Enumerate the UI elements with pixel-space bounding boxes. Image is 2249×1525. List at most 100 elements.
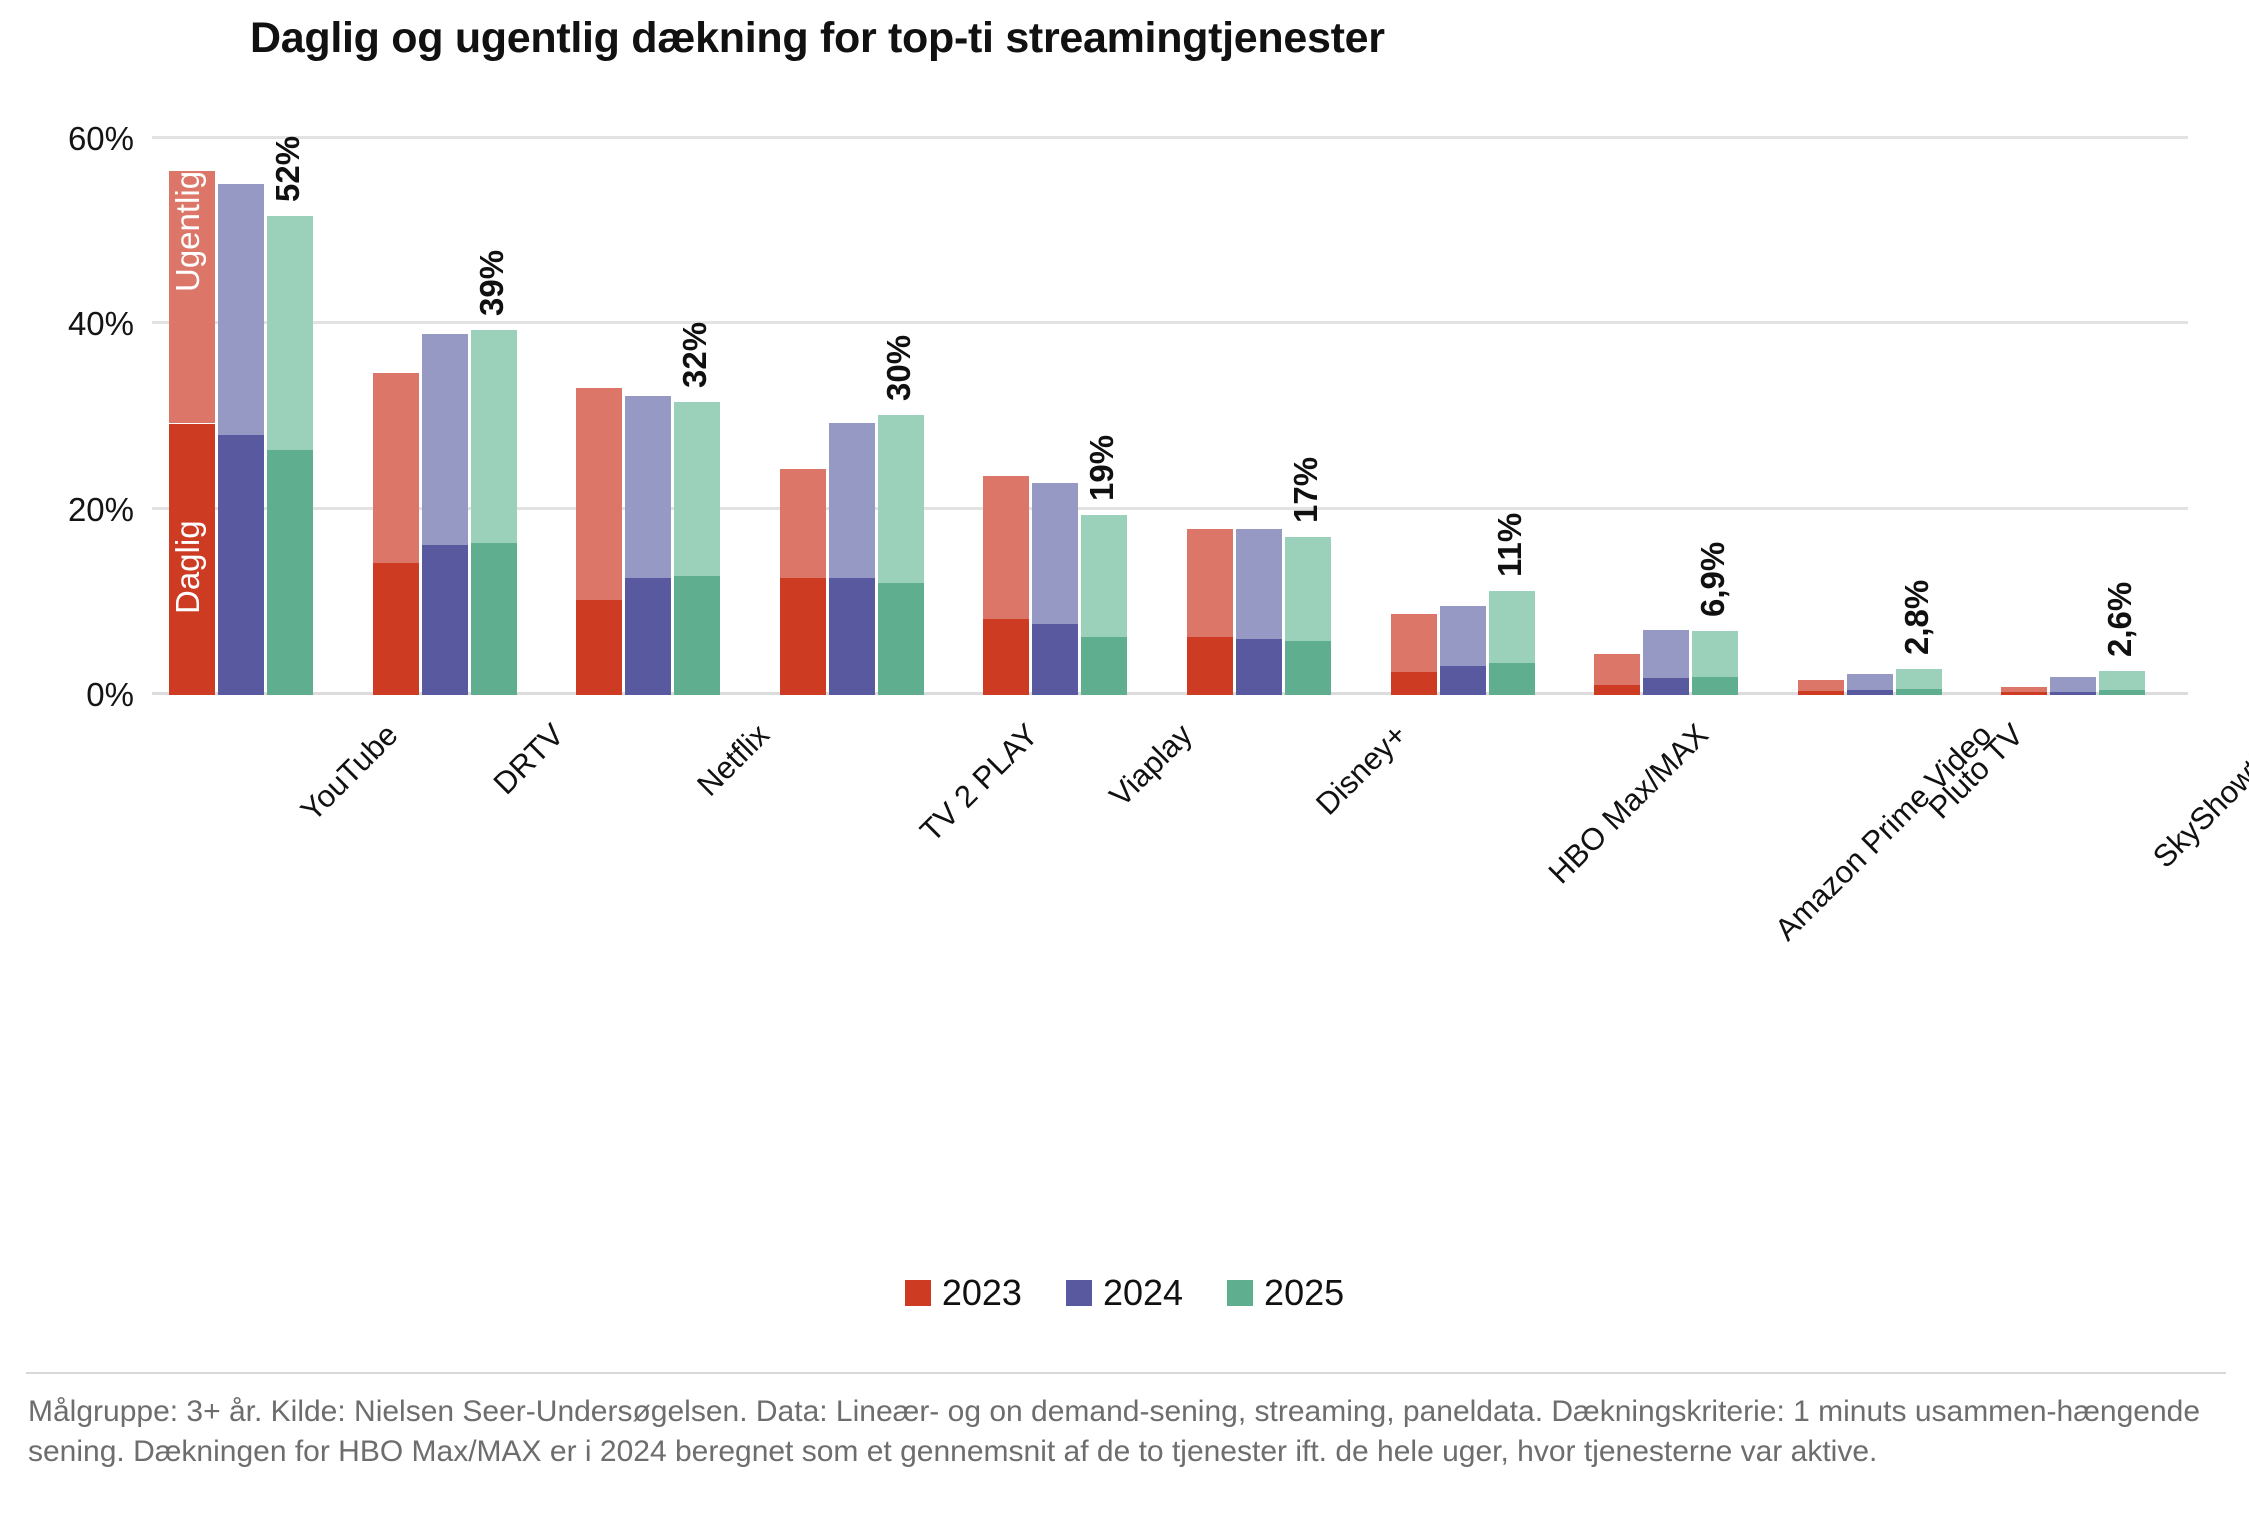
y-tick-label: 0% [86,676,134,713]
segment-weekly [1797,680,1844,692]
plot-area: Ugentlig Daglig 52% YouTube 39% DRTV 32% Netfli… [152,136,2249,947]
bar-2024-youtube[interactable] [218,184,264,695]
value-label: 30% [879,335,917,402]
segment-weekly [877,415,924,583]
bar-2024-hbo-max-max[interactable] [1439,606,1486,695]
bar-2024-amazon-prime-video[interactable] [1643,630,1690,695]
bar-group: Ugentlig Daglig 52% YouTube [169,136,405,828]
legend-item-2024[interactable]: 2024 [1065,1272,1183,1314]
segment-weekly [828,422,875,579]
y-tick-label: 40% [67,305,134,343]
bar-2023-skyshowtime[interactable] [2001,686,2048,695]
segment-weekly [1594,654,1641,685]
category-label: DRTV [486,717,571,802]
category-label: SkyShowtime [2145,717,2249,875]
segment-weekly [1692,631,1739,678]
segment-weekly [470,329,517,544]
bar-2025-hbo-max-max[interactable] [1488,591,1535,695]
segment-weekly [1846,673,1893,691]
category-label: YouTube [293,717,405,828]
value-label: 17% [1287,456,1324,523]
segment-weekly [1895,669,1942,690]
bar-2023-amazon-prime-video[interactable] [1594,654,1641,695]
segment-weekly [2001,686,2048,693]
segment-weekly [421,333,468,545]
bar-2023-hbo-max-max[interactable] [1390,614,1437,695]
segment-weekly [372,372,419,564]
y-tick-label: 60% [67,120,134,157]
segment-daily [1439,666,1486,695]
bar-2025-viaplay[interactable] [1081,515,1128,695]
segment-weekly [1390,614,1437,672]
segment-daily [1895,689,1942,695]
bar-2024-viaplay[interactable] [1032,482,1079,695]
bar-2025-disney-[interactable] [1285,536,1331,695]
segment-daily [1032,623,1079,695]
bar-2024-netflix[interactable] [625,395,672,695]
segment-weekly [1643,630,1690,679]
segment-weekly [1439,606,1486,667]
value-label: 11% [1490,512,1528,578]
category-label: HBO Max/MAX [1541,717,1715,891]
segment-weekly [983,476,1030,620]
segment-daily [2099,690,2146,695]
segment-daily [169,423,215,695]
segment-weekly [576,388,623,600]
bar-2024-disney-[interactable] [1236,529,1282,695]
legend-label: 2025 [1264,1272,1345,1313]
value-label: 2,6% [2101,581,2139,657]
bar-2023-viaplay[interactable] [983,476,1030,695]
bar-2025-netflix[interactable] [674,402,721,695]
segment-weekly [1081,515,1128,637]
segment-daily [576,599,623,695]
bar-2025-amazon-prime-video[interactable] [1692,631,1739,695]
legend-item-2023[interactable]: 2023 [904,1272,1022,1314]
bar-2025-pluto-tv[interactable] [1895,669,1942,695]
y-tick-label: 20% [67,490,134,528]
value-label: 39% [472,249,510,316]
segment-daily [267,450,313,695]
segment-daily [877,582,924,695]
bar-2023-netflix[interactable] [576,388,623,695]
bar-2023-drtv[interactable] [372,372,419,695]
category-label: TV 2 PLAY [913,717,1045,849]
legend-swatch-icon [1227,1280,1254,1306]
bar-2023-disney-[interactable] [1187,529,1233,695]
gridline-40 [152,321,2188,325]
segment-daily [1081,636,1128,695]
segment-daily [1236,639,1282,695]
segment-daily [779,578,826,695]
bar-group: 2,8% Pluto TV [1797,139,2030,825]
segment-weekly [2099,670,2146,691]
segment-daily [1187,636,1233,695]
bar-2025-tv-2-play[interactable] [877,415,924,695]
segment-daily [470,543,517,695]
value-label: 19% [1083,435,1121,502]
bar-2024-skyshowtime[interactable] [2050,677,2097,695]
segment-weekly [625,395,672,579]
value-label: 32% [676,322,714,389]
segment-weekly [1187,529,1233,637]
bar-2025-skyshowtime[interactable] [2099,670,2146,695]
bar-2025-youtube[interactable] [267,215,313,695]
segment-daily [218,434,264,695]
segment-daily [674,576,721,695]
segment-daily [1643,678,1690,695]
bar-2023-youtube[interactable]: Ugentlig Daglig [169,171,215,695]
bar-2024-tv-2-play[interactable] [828,422,875,695]
inbar-label-weekly: Ugentlig [169,171,206,293]
legend-item-2025[interactable]: 2025 [1227,1272,1344,1314]
bar-2024-drtv[interactable] [421,333,468,695]
segment-weekly [1488,591,1535,663]
bar-2023-tv-2-play[interactable] [779,468,826,695]
segment-weekly [1285,536,1331,642]
bar-2025-drtv[interactable] [470,329,517,695]
bar-2023-pluto-tv[interactable] [1797,680,1844,695]
bar-2024-pluto-tv[interactable] [1846,673,1893,695]
legend-swatch-icon [904,1280,931,1306]
segment-daily [1285,641,1331,695]
footnote-divider [26,1372,2226,1374]
bar-group: 6,9% Amazon Prime Video [1594,139,1999,947]
gridline-60 [152,136,2188,139]
value-label: 6,9% [1694,541,1732,618]
